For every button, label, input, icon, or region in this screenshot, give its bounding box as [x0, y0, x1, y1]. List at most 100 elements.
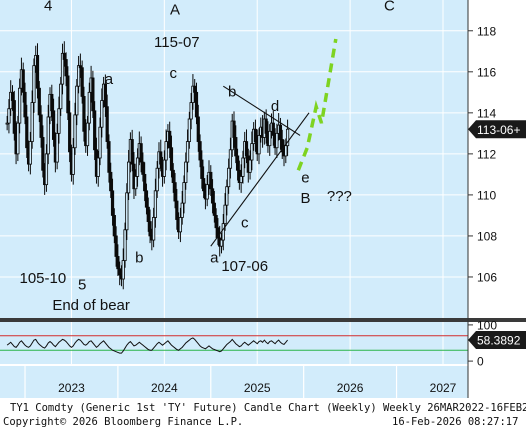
candle-body [39, 114, 43, 138]
candle-body [16, 122, 20, 155]
candle-body [30, 102, 34, 142]
candle-body [168, 130, 172, 149]
x-tick-label: 2027 [430, 381, 457, 395]
candle-body [18, 87, 22, 124]
wave-annotation: b [135, 250, 143, 267]
candle-body [152, 217, 156, 241]
candle-body [5, 122, 9, 125]
x-tick-label: 2023 [58, 381, 85, 395]
wave-annotation: 115-07 [154, 34, 200, 51]
osc-last-label: 58.3892 [477, 333, 521, 347]
candle-body [159, 151, 163, 165]
candle-body [153, 190, 158, 218]
candle-body [162, 159, 166, 177]
candle-body [202, 178, 206, 192]
candle-body [123, 229, 127, 261]
candle-body [55, 132, 59, 163]
candle-body [109, 171, 113, 192]
candle-body [193, 85, 197, 93]
wave-annotation: 105-10 [20, 270, 67, 287]
wave-annotation: 4 [44, 0, 52, 14]
candle-body [235, 155, 240, 171]
candle-body [78, 65, 82, 69]
candle-body [275, 132, 279, 149]
candle-body [134, 176, 138, 190]
candle-body [223, 204, 227, 225]
candle-body [184, 161, 188, 183]
price-tick-label: 106 [477, 270, 497, 284]
wave-annotation: e [301, 170, 309, 187]
price-tick-label: 112 [477, 147, 496, 161]
candle-body [280, 139, 284, 153]
footer-copyright: Copyright© 2026 Bloomberg Finance L.P. [3, 416, 243, 428]
projection-path [296, 38, 338, 171]
candle-body [175, 200, 179, 220]
footer-timestamp: 16-Feb-2026 08:27:17 [392, 416, 518, 428]
x-tick-label: 2025 [244, 381, 271, 395]
candle-body [110, 190, 115, 216]
candle-body [44, 153, 49, 186]
candle-body [212, 202, 216, 216]
trend-line [222, 85, 301, 136]
candle-body [241, 157, 245, 177]
candle-body [210, 188, 215, 204]
candle-body [239, 176, 243, 183]
candle-body [62, 52, 66, 60]
candle-body [180, 202, 184, 218]
candle-body [221, 223, 225, 241]
candle-body [248, 159, 252, 173]
candle-body [116, 256, 120, 270]
candle-body [76, 65, 81, 87]
candle-body [98, 126, 102, 159]
candle-body [285, 128, 290, 147]
wave-annotation: a [210, 250, 219, 267]
trend-line [210, 112, 310, 247]
candle-body [60, 52, 65, 85]
price-tick-label: 108 [477, 229, 497, 243]
candle-body [23, 91, 27, 118]
oscillator-panel-bg [0, 322, 468, 364]
candle-body [135, 157, 140, 177]
candle-body [125, 192, 129, 231]
candle-body [182, 182, 186, 204]
candle-body [253, 128, 258, 142]
wave-annotation: 107-06 [221, 258, 268, 275]
candle-body [91, 77, 95, 112]
candle-body [87, 91, 91, 124]
candle-body [185, 141, 190, 163]
candle-body [228, 149, 233, 169]
candle-body [37, 87, 41, 116]
candle-body [155, 167, 159, 192]
price-panel-bg [0, 0, 468, 318]
candle-body [50, 93, 54, 112]
candle-body [234, 137, 238, 157]
candle-body [73, 114, 77, 149]
candle-body [189, 102, 193, 120]
candle-body [7, 108, 11, 124]
candle-body [227, 167, 231, 188]
wave-annotation: A [170, 1, 180, 18]
candle-body [82, 96, 86, 132]
candle-body [268, 130, 272, 147]
candle-body [35, 54, 40, 89]
wave-annotation: C [384, 0, 395, 14]
candle-body [194, 91, 199, 118]
candle-body [68, 112, 72, 153]
candle-body [196, 116, 200, 142]
candle-body [46, 116, 50, 155]
candle-body [41, 137, 45, 171]
oscillator-line [6, 337, 288, 354]
candle-body [127, 161, 131, 194]
candle-body [121, 260, 125, 280]
candle-body [57, 108, 61, 134]
price-tick-label: 114 [477, 106, 496, 120]
candle-body [257, 135, 261, 155]
wave-annotation: c [170, 65, 178, 82]
candle-body [118, 268, 122, 276]
wave-annotation: B [300, 190, 310, 207]
candle-body [250, 143, 254, 161]
candle-body [25, 116, 29, 149]
candle-body [191, 85, 195, 103]
candle-body [200, 159, 204, 179]
